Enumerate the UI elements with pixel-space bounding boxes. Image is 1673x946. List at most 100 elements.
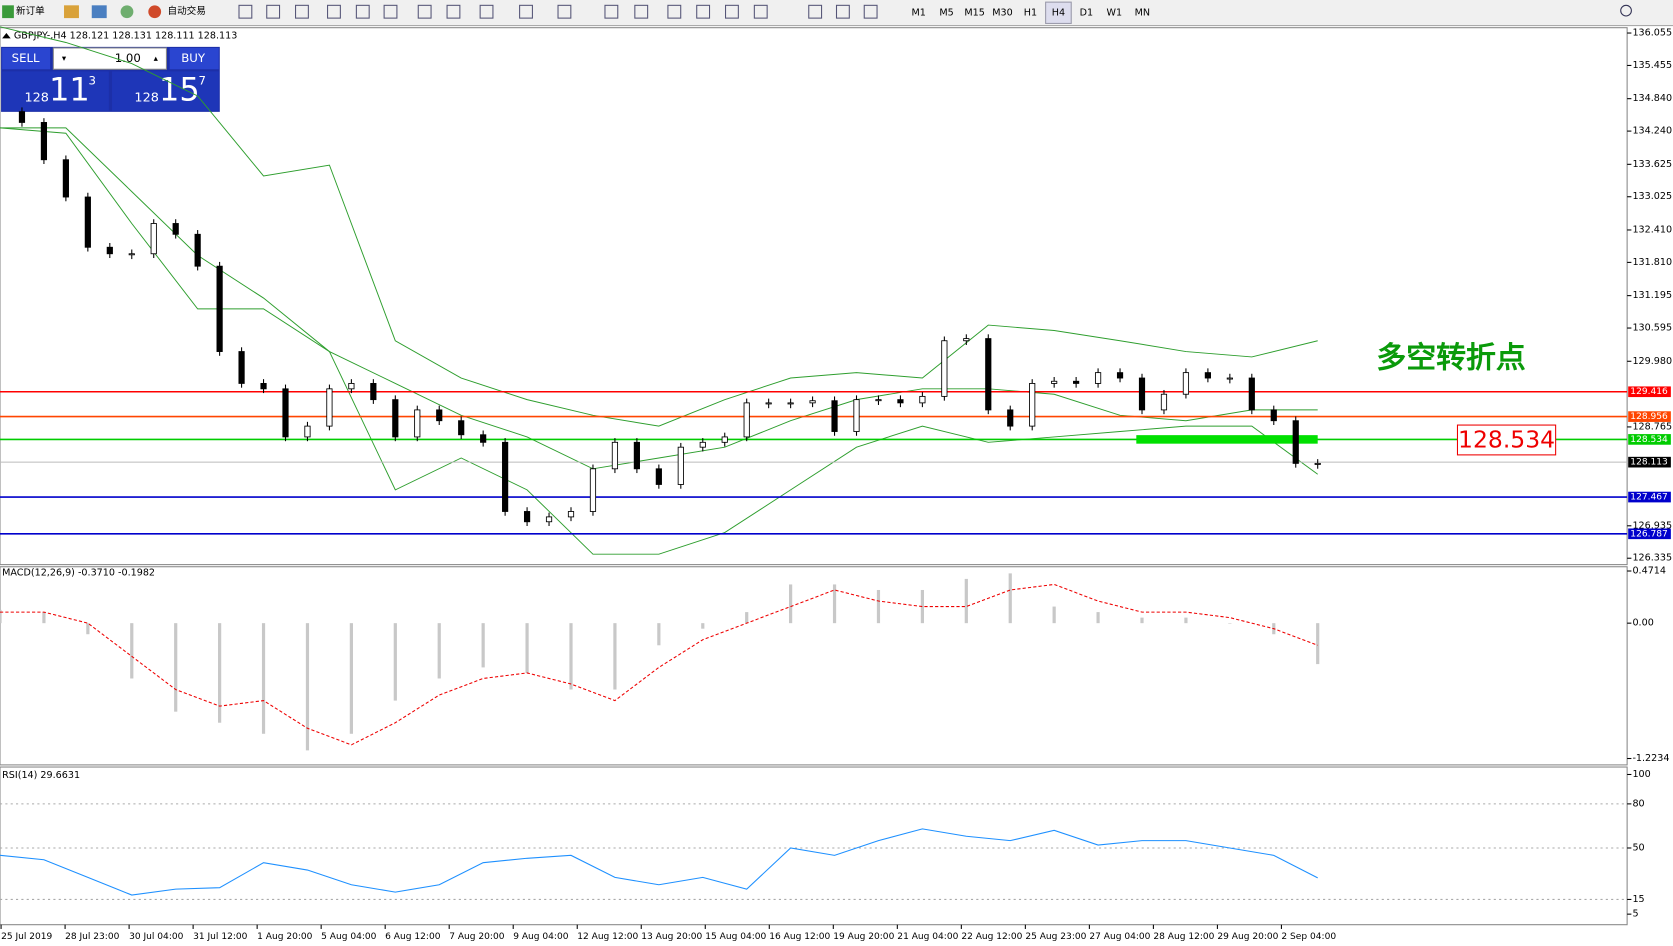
tool-icon[interactable]: [557, 4, 572, 19]
sell-button[interactable]: [2, 47, 51, 70]
y-tick-label: 133.625: [1632, 159, 1672, 170]
macd-bar: [789, 584, 793, 624]
toolbar-icon[interactable]: [91, 5, 107, 19]
tool-icon[interactable]: [696, 4, 711, 19]
macd-bar: [569, 623, 573, 690]
level-label-bg: [1628, 386, 1671, 398]
tool-icon[interactable]: [327, 4, 341, 19]
timeframe-button[interactable]: D1: [1080, 7, 1093, 18]
x-tick-label: 25 Jul 2019: [1, 932, 52, 942]
sell-price-box[interactable]: [2, 71, 109, 111]
x-tick-label: 25 Aug 23:00: [1025, 932, 1086, 942]
tool-icon[interactable]: [667, 4, 682, 19]
collapse-arrow[interactable]: [2, 33, 11, 39]
candle: [523, 511, 531, 523]
candle: [1007, 409, 1014, 427]
annotation-text: 多空转折点: [1376, 341, 1525, 376]
timeframe-button[interactable]: M30: [992, 7, 1012, 18]
tool-icon[interactable]: [863, 4, 878, 19]
timeframe-button[interactable]: M15: [964, 7, 984, 18]
timeframe-active: [1045, 1, 1072, 24]
macd-bar: [86, 623, 90, 635]
rsi-tick-label: 5: [1632, 909, 1638, 920]
sell-label[interactable]: SELL: [12, 51, 40, 65]
tool-icon[interactable]: [383, 4, 398, 19]
candle: [743, 402, 750, 438]
lots-input[interactable]: [52, 47, 167, 70]
candle: [589, 468, 597, 512]
new-order-icon[interactable]: [2, 5, 14, 19]
auto-trading-button[interactable]: 自动交易: [168, 5, 206, 17]
macd-bar: [920, 589, 924, 624]
x-tick-label: 15 Aug 04:00: [705, 932, 766, 942]
annotation-price: 128.534: [1458, 426, 1555, 454]
candle: [436, 409, 443, 422]
tool-icon[interactable]: [835, 4, 850, 19]
macd-bar: [481, 623, 485, 668]
candle: [1160, 393, 1168, 411]
candle: [633, 441, 640, 470]
candle: [1094, 372, 1102, 384]
auto-trading-icon[interactable]: [148, 5, 162, 19]
x-tick-label: 28 Jul 23:00: [65, 932, 120, 942]
candle: [611, 441, 619, 470]
tool-icon[interactable]: [238, 4, 253, 19]
timeframe-button[interactable]: H1: [1024, 7, 1037, 18]
macd-bar: [130, 623, 134, 679]
x-tick-label: 29 Aug 20:00: [1217, 932, 1278, 942]
lots-value[interactable]: 1.00: [115, 51, 141, 65]
x-tick-label: 1 Aug 20:00: [257, 932, 313, 942]
sell-price-main: 11: [49, 71, 90, 109]
tool-icon[interactable]: [519, 4, 533, 19]
lots-up[interactable]: ▴: [154, 54, 159, 64]
timeframe-button[interactable]: MN: [1135, 7, 1150, 18]
tool-icon[interactable]: [446, 4, 461, 19]
level-label: 127.467: [1630, 493, 1667, 503]
candle: [128, 253, 135, 256]
toolbar-icon[interactable]: [120, 5, 134, 19]
candle: [172, 223, 179, 235]
candle: [1116, 372, 1124, 379]
tool-icon[interactable]: [355, 4, 370, 19]
new-order-button[interactable]: 新订单: [16, 5, 45, 17]
tool-icon[interactable]: [479, 4, 494, 19]
macd-bar: [218, 623, 222, 723]
level-label: 128.534: [1630, 435, 1668, 445]
tool-icon[interactable]: [808, 4, 823, 19]
tool-icon[interactable]: [604, 4, 619, 19]
tool-icon[interactable]: [634, 4, 649, 19]
buy-label[interactable]: BUY: [181, 51, 206, 65]
rsi-line: [0, 828, 1318, 896]
tool-icon[interactable]: [295, 4, 309, 19]
candle: [545, 516, 553, 523]
tool-icon[interactable]: [417, 4, 432, 19]
y-tick-label: 135.455: [1632, 60, 1672, 71]
timeframe-button[interactable]: M1: [911, 7, 925, 18]
candle: [348, 383, 355, 390]
buy-button[interactable]: [169, 47, 219, 70]
y-tick-label: 131.195: [1632, 290, 1672, 301]
tool-icon[interactable]: [266, 4, 281, 19]
y-tick-label: 132.410: [1632, 224, 1672, 235]
buy-price-box[interactable]: [112, 71, 219, 111]
timeframe-button[interactable]: H4: [1052, 7, 1065, 18]
timeframe-button[interactable]: M5: [939, 7, 953, 18]
tool-icon[interactable]: [753, 4, 768, 19]
level-label: 126.787: [1630, 529, 1667, 539]
tool-icons: [238, 4, 878, 19]
macd-bar: [1052, 606, 1056, 624]
tool-icon[interactable]: [725, 4, 739, 19]
candle: [677, 446, 684, 485]
macd-bar: [261, 623, 266, 734]
macd-bar: [701, 623, 705, 629]
search-icon[interactable]: [1620, 4, 1632, 17]
macd-tick-label: 0.00: [1632, 618, 1653, 629]
y-tick-label: 128.765: [1632, 421, 1672, 432]
candle: [1270, 409, 1277, 422]
timeframe-button[interactable]: W1: [1107, 7, 1123, 18]
x-tick-label: 9 Aug 04:00: [513, 932, 569, 942]
lots-down[interactable]: ▾: [62, 54, 67, 64]
toolbar-icon[interactable]: [64, 5, 79, 19]
macd-bar: [876, 589, 881, 624]
